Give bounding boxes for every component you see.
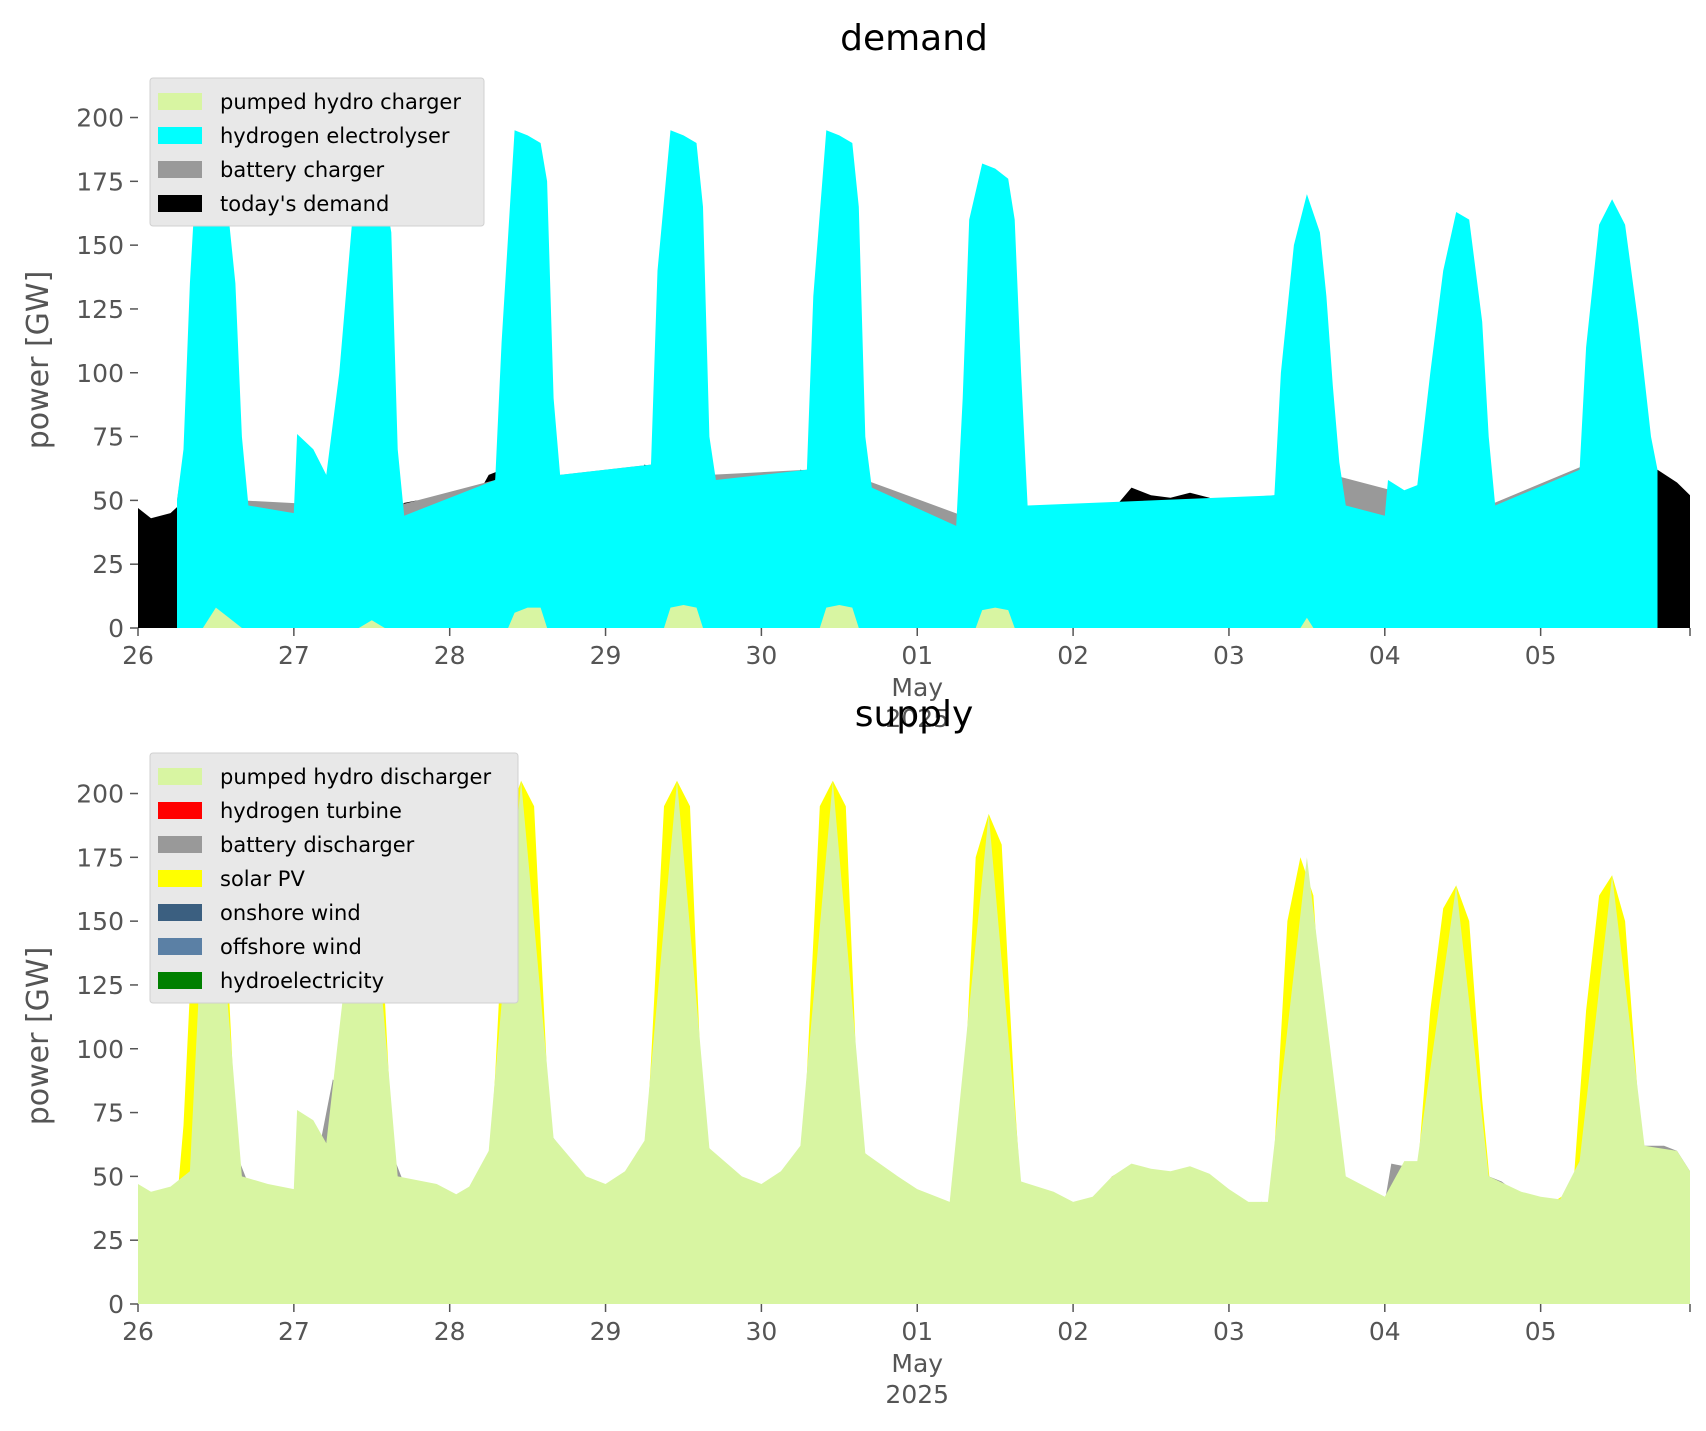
- x-tick-label: 02: [1057, 1317, 1089, 1346]
- x-offset-label: May: [891, 673, 943, 702]
- x-tick-label: 28: [434, 1317, 466, 1346]
- legend-swatch-hydrogen-turbine: [158, 802, 202, 819]
- y-axis-label: power [GW]: [21, 947, 56, 1126]
- x-tick-label: 30: [745, 641, 777, 670]
- x-offset-label: May: [891, 1349, 943, 1378]
- y-tick-label: 200: [76, 104, 124, 133]
- chart-title: supply: [855, 694, 974, 735]
- legend-swatch-offshore-wind: [158, 938, 202, 955]
- y-tick-label: 0: [108, 1290, 124, 1319]
- legend: pumped hydro charger hydrogen electrolyse…: [149, 77, 485, 227]
- y-tick-label: 25: [92, 550, 124, 579]
- legend-swatch-solar-pv: [158, 870, 202, 887]
- x-tick-label: 26: [122, 1317, 154, 1346]
- legend: pumped hydro discharger hydrogen turbine b…: [149, 752, 519, 1004]
- y-tick-label: 50: [92, 1162, 124, 1191]
- y-tick-label: 50: [92, 486, 124, 515]
- legend-swatch-pumped-hydro-charger: [158, 93, 202, 110]
- x-tick-label: 01: [901, 641, 933, 670]
- x-tick-label: 27: [278, 641, 310, 670]
- x-tick-label: 29: [590, 1317, 622, 1346]
- legend-swatch-onshore-wind: [158, 904, 202, 921]
- legend-label-solar-pv: solar PV: [220, 867, 305, 891]
- chart-title: demand: [840, 18, 988, 59]
- x-tick-label: 02: [1057, 641, 1089, 670]
- legend-label-today-s-demand: today's demand: [220, 192, 389, 216]
- y-tick-label: 150: [76, 907, 124, 936]
- legend-swatch-pumped-hydro-discharger: [158, 768, 202, 785]
- legend-swatch-hydroelectricity: [158, 972, 202, 989]
- legend-label-battery-discharger: battery discharger: [220, 833, 415, 857]
- y-tick-label: 150: [76, 231, 124, 260]
- x-tick-label: 03: [1213, 641, 1245, 670]
- x-tick-label: 28: [434, 641, 466, 670]
- x-tick-label: 01: [901, 1317, 933, 1346]
- legend-box: [149, 77, 485, 227]
- legend-label-onshore-wind: onshore wind: [220, 901, 361, 925]
- legend-swatch-battery-discharger: [158, 836, 202, 853]
- y-tick-label: 75: [92, 423, 124, 452]
- legend-box: [149, 752, 519, 1004]
- y-tick-label: 25: [92, 1226, 124, 1255]
- legend-swatch-battery-charger: [158, 161, 202, 178]
- series-area-hydrogen-electrolyser: [177, 130, 1658, 629]
- legend-label-offshore-wind: offshore wind: [220, 935, 362, 959]
- y-tick-label: 125: [76, 971, 124, 1000]
- x-tick-label: 26: [122, 641, 154, 670]
- legend-label-hydrogen-electrolyser: hydrogen electrolyser: [220, 124, 450, 148]
- x-offset-label: 2025: [885, 704, 949, 733]
- legend-label-hydroelectricity: hydroelectricity: [220, 969, 384, 993]
- x-tick-label: 05: [1525, 1317, 1557, 1346]
- legend-label-pumped-hydro-charger: pumped hydro charger: [220, 90, 461, 114]
- x-tick-label: 27: [278, 1317, 310, 1346]
- y-tick-label: 175: [76, 843, 124, 872]
- legend-label-battery-charger: battery charger: [220, 158, 385, 182]
- y-tick-label: 100: [76, 359, 124, 388]
- y-tick-label: 100: [76, 1035, 124, 1064]
- series-area-pumped-hydro-discharger: [138, 780, 1690, 1304]
- demand-chart: demand power [GW] 0 25 50 75 100 125 150 175 200 26…: [21, 18, 1691, 733]
- x-tick-label: 04: [1369, 1317, 1401, 1346]
- legend-swatch-hydrogen-electrolyser: [158, 127, 202, 144]
- legend-label-pumped-hydro-discharger: pumped hydro discharger: [220, 765, 491, 789]
- y-tick-label: 175: [76, 167, 124, 196]
- x-tick-label: 03: [1213, 1317, 1245, 1346]
- x-tick-label: 29: [590, 641, 622, 670]
- x-tick-label: 04: [1369, 641, 1401, 670]
- legend-swatch-today-s-demand: [158, 195, 202, 212]
- y-tick-label: 200: [76, 780, 124, 809]
- y-tick-label: 75: [92, 1099, 124, 1128]
- y-tick-label: 0: [108, 614, 124, 643]
- legend-label-hydrogen-turbine: hydrogen turbine: [220, 799, 402, 823]
- x-tick-label: 05: [1525, 641, 1557, 670]
- y-axis-label: power [GW]: [21, 271, 56, 450]
- supply-chart: supply power [GW] 0 25 50 75 100 125 150 175 200 26…: [21, 694, 1691, 1409]
- x-offset-label: 2025: [885, 1380, 949, 1409]
- y-tick-label: 125: [76, 295, 124, 324]
- x-tick-label: 30: [745, 1317, 777, 1346]
